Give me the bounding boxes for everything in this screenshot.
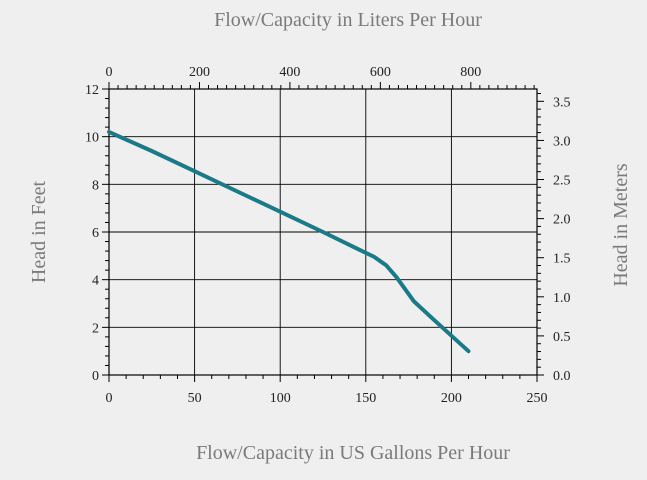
series-layer [107,129,471,354]
left-tick-label: 6 [92,226,99,241]
bottom-tick-label: 50 [188,391,202,406]
top-tick-label: 0 [106,65,113,80]
top-tick-label: 400 [279,65,300,80]
top-tick-label: 800 [460,65,481,80]
left-axis-title: Head in Feet [28,180,50,283]
left-tick-label: 8 [92,178,99,193]
bottom-axis-title: Flow/Capacity in US Gallons Per Hour [196,442,510,464]
bottom-tick-label: 200 [441,391,462,406]
performance-curve-line [107,129,471,354]
right-tick-label: 3.5 [553,95,571,110]
right-tick-label: 3.0 [553,134,571,149]
bottom-tick-label: 250 [527,391,548,406]
right-tick-label: 0.5 [553,330,571,345]
left-tick-label: 4 [92,274,99,289]
bottom-tick-label: 150 [355,391,376,406]
right-tick-label: 2.0 [553,213,571,228]
axis-ticks [102,82,544,382]
right-axis-title: Head in Meters [610,163,632,287]
left-tick-label: 0 [92,369,99,384]
right-tick-label: 0.0 [553,369,571,384]
tick-labels: 0 50 100 150 200 250 0 200 400 600 800 0 2 4 6 8 10 12 0.0… [85,65,571,406]
bottom-tick-label: 100 [270,391,291,406]
right-tick-label: 1.5 [553,252,571,267]
left-tick-label: 12 [85,83,99,98]
bottom-tick-label: 0 [106,391,113,406]
right-tick-label: 1.0 [553,291,571,306]
right-tick-label: 2.5 [553,174,571,189]
top-axis-title: Flow/Capacity in Liters Per Hour [214,9,482,31]
top-tick-label: 200 [189,65,210,80]
top-tick-label: 600 [370,65,391,80]
left-tick-label: 2 [92,321,99,336]
grid [109,89,537,375]
left-tick-label: 10 [85,131,99,146]
